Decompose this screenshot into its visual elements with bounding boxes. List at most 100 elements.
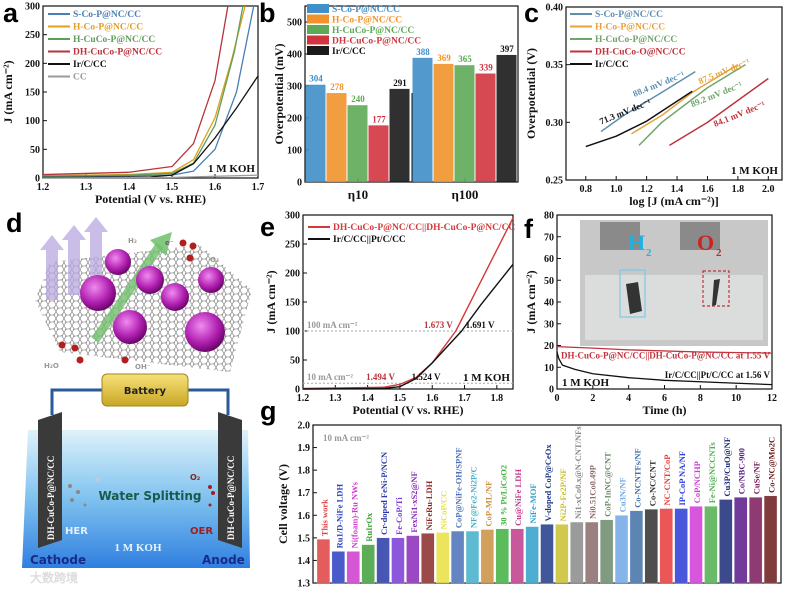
panel-g-cell-voltage-comparison-chart: 1.3 1.4 1.5 1.6 1.7 1.8 1.9 2.0 Cell voltage (V)… (276, 421, 782, 589)
legend-entry: Ir/C/CC (332, 47, 366, 57)
bar (614, 515, 629, 584)
bar (361, 544, 375, 584)
legend-entry: Ir/C/CC (595, 60, 629, 70)
oh-label: OH⁻ (135, 363, 151, 371)
bar-value-label: 240 (351, 94, 365, 104)
nanoparticle (161, 283, 189, 311)
bar (406, 535, 420, 584)
y-tick-label: 0.25 (546, 176, 564, 187)
electrolyte-annotation: 1 M KOH (731, 165, 778, 177)
x-tick-label: 1.7 (252, 182, 265, 193)
series-line (42, 5, 229, 176)
y-tick-label: 100 (25, 116, 40, 127)
o2-label: O₂ (210, 256, 219, 264)
category-label: η100 (452, 187, 479, 202)
inset-o2-label: O (697, 230, 714, 255)
y-tick-label: 400 (287, 50, 302, 61)
series-line (42, 174, 259, 179)
bar-category-label: Ni(foam)-Ru NWs (349, 481, 359, 548)
bar (570, 521, 584, 584)
bar-category-label: Fe-CoP/Ti (394, 497, 404, 535)
x-tick-label: 1.3 (80, 182, 93, 193)
panel-e-overall-water-splitting-chart: 0 50 100 150 200 250 300 1.2 1.3 1.4 1.5 1.6 1.7 1.8 P… (264, 211, 515, 418)
cathode-electrode (38, 412, 62, 548)
series-label: Ir/C/CC||Pt/C/CC at 1.56 V (665, 370, 771, 380)
incoming-arrows (40, 217, 108, 300)
anode-electrode (218, 412, 242, 548)
y-tick-label: 300 (287, 82, 302, 93)
x-axis-label: Potential (V vs. RHE) (352, 403, 463, 417)
bar (331, 551, 345, 584)
legend-entry: Ir/C/CC (73, 60, 107, 70)
x-tick-label: 1.2 (640, 184, 653, 195)
legend-entry: H-CuCo-P@NC/CC (73, 35, 155, 45)
x-tick-label: 1.8 (732, 184, 745, 195)
h2o-label: H₂O (44, 362, 59, 370)
panel-a-lsv-chart: 0 50 100 150 200 250 300 1.2 1.3 1.4 1.5 1.6 1.7 Pote… (1, 2, 264, 207)
legend-entry: H-Co-P@NC/CC (332, 16, 402, 26)
green-arrow-head (150, 232, 172, 256)
bar-value-label: 388 (416, 47, 430, 57)
nanoparticle (185, 312, 225, 352)
hydrogen-bubbles (68, 484, 87, 507)
y-tick-label: 1.6 (298, 511, 311, 522)
y-tick-label: 30 (544, 319, 554, 330)
y-tick-label: 100 (285, 327, 300, 338)
electrolyte-annotation: 1 M KOH (208, 163, 255, 175)
x-tick-label: 1.6 (426, 393, 439, 404)
bar (316, 539, 331, 584)
y-axis-label: J (mA cm⁻²) (264, 270, 278, 333)
electrolyte-annotation: 1 M KOH (562, 377, 609, 389)
green-arrow (91, 242, 164, 343)
legend-swatch (307, 14, 329, 24)
current-density-annotation: 10 mA cm⁻² (323, 433, 369, 443)
inset-o2-box (702, 270, 730, 307)
bar (674, 508, 688, 584)
x-axis-label: Time (h) (642, 403, 686, 417)
bar (305, 84, 326, 182)
bar-category-label: Co-NC/CNT (647, 460, 657, 506)
y-tick-label: 200 (287, 114, 302, 125)
bar (719, 499, 733, 584)
panel-label-b: b (259, 0, 276, 28)
bar-category-label: 30 % Pt/LiCoO2 (498, 465, 508, 526)
bar-category-label: Co/NBC-900 (737, 448, 747, 494)
battery-label: Battery (124, 386, 167, 397)
bar (454, 65, 475, 182)
nanoparticle (198, 267, 224, 293)
bar-category-label: IP-CoP NA/NF (677, 451, 687, 506)
y-tick-label: 1.7 (298, 488, 311, 499)
bar (347, 105, 368, 182)
bar (749, 497, 763, 584)
her-label: HER (65, 526, 88, 537)
series-line (600, 70, 696, 133)
panel-label-a: a (3, 0, 19, 28)
x-tick-label: 1.5 (166, 182, 179, 193)
oxygen-atoms (58, 239, 197, 364)
y-tick-label: 0.35 (546, 60, 564, 71)
bar-category-label: NiFeRu-LDH (424, 480, 434, 530)
legend-swatch (307, 46, 329, 55)
series-line (631, 64, 739, 135)
x-axis-label: log [J (mA cm⁻²)] (629, 194, 719, 208)
bar (368, 125, 389, 182)
x-axis-label: Potential (V vs. RHE) (95, 192, 206, 206)
bar (346, 551, 360, 584)
bar-category-label: Cu3N/NF (618, 477, 628, 512)
legend-entry: DH-CuCo-P@NC/CC (332, 37, 421, 47)
x-tick-label: 1.2 (37, 182, 50, 193)
bar-category-label: Co-NC@Mo2C (767, 437, 777, 493)
legend-entry: S-Co-P@NC/CC (595, 10, 663, 20)
series-line (42, 75, 259, 179)
inset-h2-label: H (628, 230, 645, 255)
bar-category-label: CoP/NCHP (692, 461, 702, 503)
bar-category-label: Cu@NiFe LDH (513, 469, 523, 526)
o2-bubble-label: O₂ (190, 473, 201, 482)
anode-electrode-label: DH-CuCo-P@NC/CC (226, 456, 236, 540)
nanoparticle (105, 249, 131, 275)
bar (555, 524, 569, 584)
legend-entry: H-Co-P@NC/CC (595, 23, 665, 33)
bar (475, 73, 496, 182)
bar (704, 506, 718, 584)
legend-entry: S-Co-P@NC/CC (73, 10, 141, 20)
